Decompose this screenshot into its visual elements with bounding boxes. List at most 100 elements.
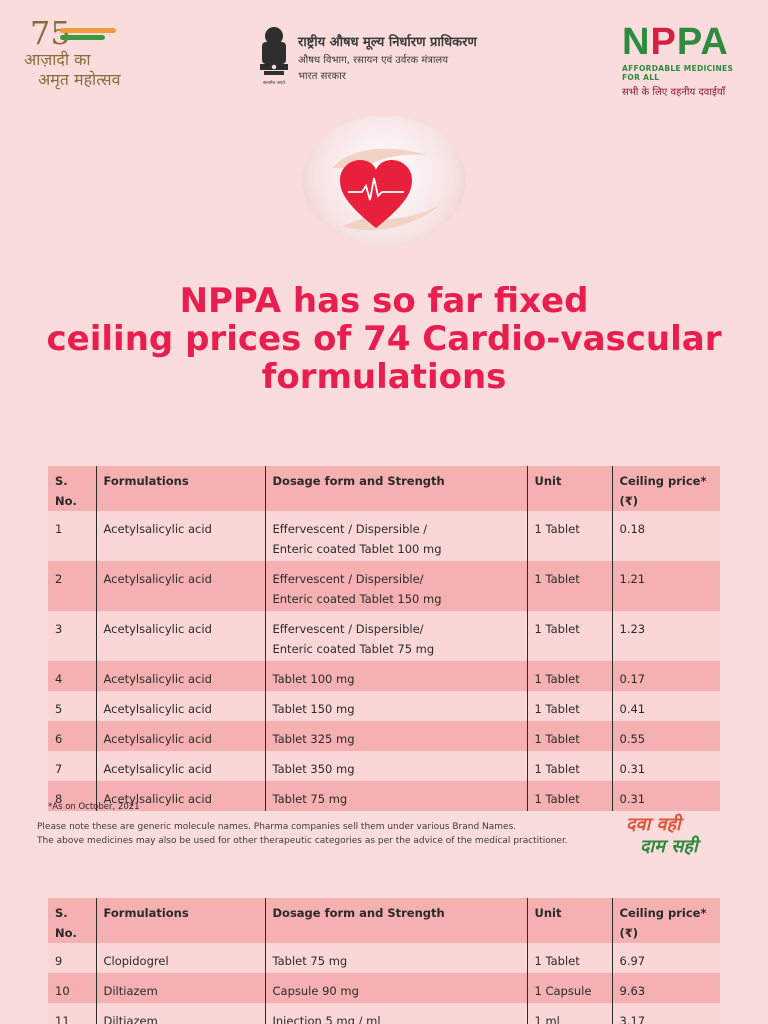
sno-cell: 6 [48,721,97,751]
table-row: 10 Diltiazem Capsule 90 mg 1 Capsule 9.63 [48,973,720,1003]
nppa-hindi-title: राष्ट्रीय औषध मूल्य निर्धारण प्राधिकरण औ… [298,32,477,82]
dosage-cell: Tablet 325 mg [265,721,528,751]
price-cell: 1.21 [612,561,720,611]
table-row: 11 Diltiazem Injection 5 mg / ml 1 ml 3.17 [48,1003,720,1024]
dosage-cell: Tablet 100 mg [265,661,528,691]
price-cell: 0.55 [612,721,720,751]
nppa-logo: NPPA AFFORDABLE MEDICINES FOR ALL सभी के… [622,21,752,98]
header-price: Ceiling price* (₹) [612,466,720,511]
dosage-line1: Tablet 325 mg [272,732,355,746]
unit-cell: 1 Tablet [527,691,613,721]
sno-cell: 4 [48,661,97,691]
dosage-cell: Capsule 90 mg [265,973,528,1003]
unit-cell: 1 Tablet [527,781,613,811]
dosage-line1: Tablet 350 mg [272,762,355,776]
price-cell: 0.17 [612,661,720,691]
sno-cell: 8 [48,781,97,811]
dosage-line1: Injection 5 mg / ml [272,1014,381,1024]
formulation-cell: Acetylsalicylic acid [96,611,266,661]
slogan-line2: दाम सही [640,836,698,857]
header-dosage: Dosage form and Strength [265,466,528,511]
price-cell: 0.18 [612,511,720,561]
dosage-line1: Effervescent / Dispersible/ [272,572,424,586]
unit-cell: 1 Tablet [527,561,613,611]
table-row: 5 Acetylsalicylic acid Tablet 150 mg 1 Tabl… [48,691,720,721]
dosage-cell: Injection 5 mg / ml [265,1003,528,1024]
header-dosage: Dosage form and Strength [265,898,528,943]
dosage-line2: Enteric coated Tablet 150 mg [272,592,442,606]
sno-cell: 1 [48,511,97,561]
therapeutic-note: The above medicines may also be used for… [37,836,568,846]
price-cell: 1.23 [612,611,720,661]
nppa-tagline-hi: सभी के लिए वहनीय दवाईयाँ [622,87,726,98]
dosage-line2: Enteric coated Tablet 100 mg [272,542,442,556]
unit-cell: 1 Tablet [527,943,613,973]
national-emblem-icon: सत्यमेव जयते [260,27,288,86]
dosage-cell: Effervescent / Dispersible/Enteric coate… [265,611,528,661]
price-cell: 9.63 [612,973,720,1003]
nppa-wordmark: NPPA [622,21,729,63]
unit-cell: 1 Tablet [527,611,613,661]
price-cell: 0.41 [612,691,720,721]
header-sno: S. No. [48,466,97,511]
header-sno: S. No. [48,898,97,943]
price-cell: 3.17 [612,1003,720,1024]
price-cell: 6.97 [612,943,720,973]
formulation-cell: Acetylsalicylic acid [96,511,266,561]
headline-line3: formulations [261,357,507,397]
formulation-cell: Acetylsalicylic acid [96,721,266,751]
header-unit: Unit [527,898,613,943]
page-header: 75 आज़ादी का अमृत महोत्सव सत्यमेव जयते र… [0,0,768,110]
sno-cell: 9 [48,943,97,973]
headline: NPPA has so far fixed ceiling prices of … [0,282,768,396]
azadi-line2: अमृत महोत्सव [38,70,121,89]
dosage-line1: Tablet 75 mg [272,954,348,968]
dosage-cell: Effervescent / Dispersible / Enteric coat… [265,511,528,561]
unit-cell: 1 Capsule [527,973,613,1003]
gov-line2: औषध विभाग, रसायन एवं उर्वरक मंत्रालय [298,55,448,66]
dosage-cell: Effervescent / Dispersible/Enteric coate… [265,561,528,611]
table-row: 9 Clopidogrel Tablet 75 mg 1 Tablet 6.97 [48,943,720,973]
dosage-line1: Capsule 90 mg [272,984,359,998]
formulation-cell: Diltiazem [96,1003,266,1024]
gov-line1: राष्ट्रीय औषध मूल्य निर्धारण प्राधिकरण [298,35,477,50]
formulation-cell: Clopidogrel [96,943,266,973]
dosage-cell: Tablet 150 mg [265,691,528,721]
dosage-line1: Tablet 100 mg [272,672,355,686]
table-row: 6 Acetylsalicylic acid Tablet 325 mg 1 Tabl… [48,721,720,751]
unit-cell: 1 ml [527,1003,613,1024]
table-header-row: S. No. Formulations Dosage form and Stre… [48,466,720,511]
table-row: 7 Acetylsalicylic acid Tablet 350 mg 1 Tabl… [48,751,720,781]
price-cell: 0.31 [612,751,720,781]
azadi-number: 75 [30,14,71,52]
dosage-line1: Effervescent / Dispersible/ [272,622,424,636]
emblem-motto: सत्यमेव जयते [263,79,286,86]
headline-line1: NPPA has so far fixed [179,281,589,321]
table-row: 8 Acetylsalicylic acid Tablet 75 mg 1 Table… [48,781,720,811]
price-cell: 0.31 [612,781,720,811]
azadi-line1: आज़ादी का [24,50,91,69]
table-row: 2 Acetylsalicylic acid Effervescent / Disp… [48,561,720,611]
unit-cell: 1 Tablet [527,661,613,691]
formulation-cell: Acetylsalicylic acid [96,781,266,811]
dosage-line1: Tablet 150 mg [272,702,355,716]
header-price: Ceiling price* (₹) [612,898,720,943]
table-row: 1 Acetylsalicylic acid Effervescent / Disp… [48,511,720,561]
heart-in-hands-image [302,116,466,246]
header-formulation: Formulations [96,898,266,943]
sno-cell: 2 [48,561,97,611]
sno-cell: 5 [48,691,97,721]
footnote: *As on October, 2021 [48,802,140,812]
sno-cell: 10 [48,973,97,1003]
sno-cell: 11 [48,1003,97,1024]
table-row: 4 Acetylsalicylic acid Tablet 100 mg 1 Tabl… [48,661,720,691]
header-unit: Unit [527,466,613,511]
table-header-row: S. No. Formulations Dosage form and Stre… [48,898,720,943]
dosage-line1: Effervescent / Dispersible / [272,522,428,536]
ceiling-price-table-2: S. No. Formulations Dosage form and Stre… [48,898,720,1024]
slogan-line1: दवा वही [626,814,681,835]
ceiling-price-table-1: S. No. Formulations Dosage form and Stre… [48,466,720,811]
sno-cell: 7 [48,751,97,781]
tricolor-swoosh-icon [60,28,116,42]
sno-cell: 3 [48,611,97,661]
